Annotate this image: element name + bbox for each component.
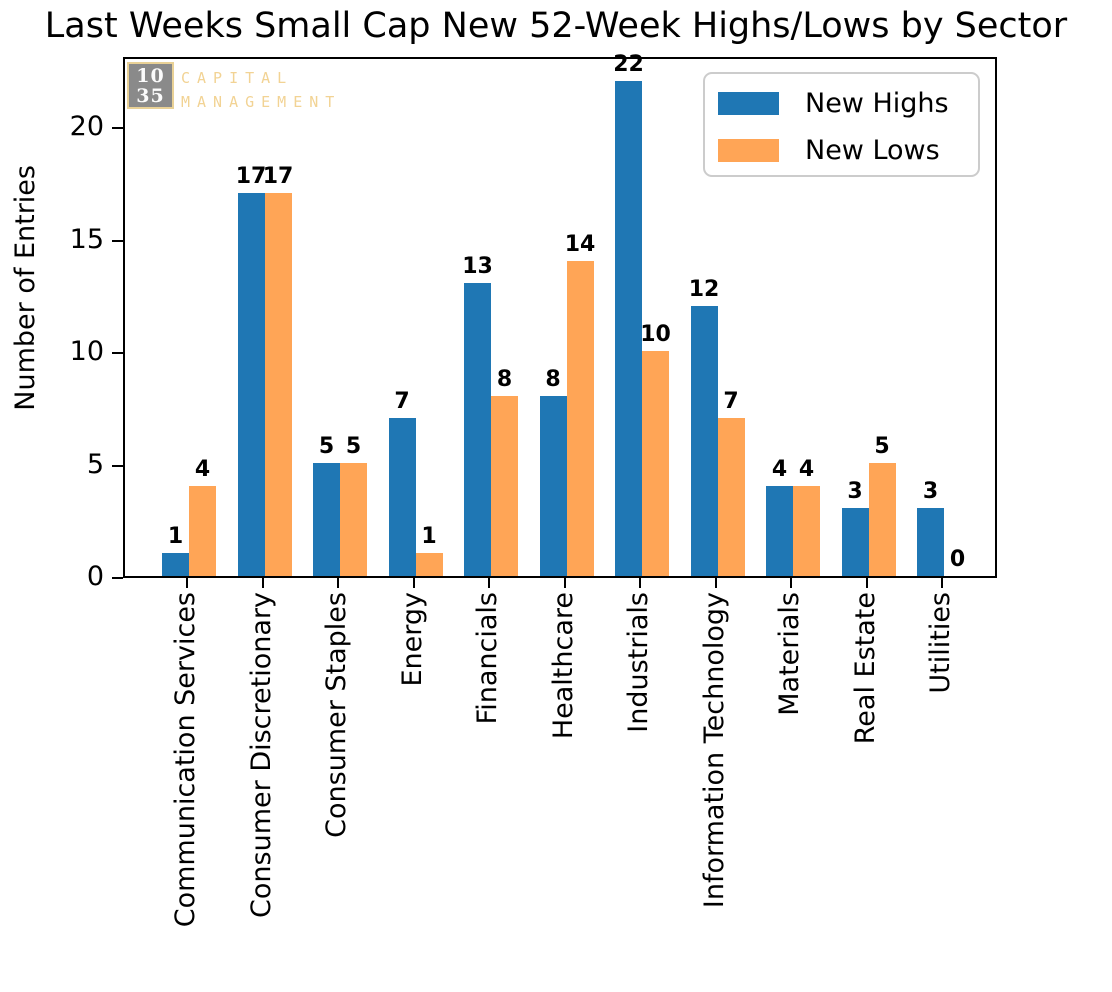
bar-value-label: 14 [564, 232, 596, 257]
bar-value-label: 5 [874, 434, 890, 459]
bar-new-lows-communication-services [189, 486, 216, 576]
legend: New Highs New Lows [703, 72, 980, 177]
bar-value-label: 12 [688, 277, 720, 302]
bar-new-lows-industrials [642, 351, 669, 576]
bar-value-label: 1 [167, 524, 184, 549]
x-tick-mark [337, 578, 339, 588]
legend-label: New Highs [805, 88, 949, 119]
x-tick-label: Materials [774, 592, 805, 716]
legend-item-new-highs: New Highs [718, 88, 949, 119]
logo-word-capital: CAPITAL [181, 69, 294, 87]
x-tick-label: Communication Services [170, 592, 201, 928]
x-tick-label: Consumer Staples [321, 592, 352, 838]
x-tick-label: Consumer Discretionary [245, 592, 277, 918]
x-tick-mark [865, 578, 868, 588]
bar-value-label: 13 [462, 254, 493, 279]
y-tick-label: 15 [69, 223, 104, 255]
logo-1035-capital-management: 10 35 CAPITAL MANAGEMENT [127, 62, 341, 114]
logo-word-management: MANAGEMENT [181, 93, 342, 111]
y-tick-mark [112, 239, 123, 242]
bar-new-lows-healthcare [566, 261, 594, 576]
legend-item-new-lows: New Lows [718, 135, 940, 166]
x-tick-label: Utilities [925, 592, 956, 694]
bar-value-label: 1 [421, 524, 437, 549]
x-tick-mark [941, 578, 943, 588]
y-tick-label: 0 [86, 561, 104, 592]
legend-label: New Lows [805, 135, 940, 166]
x-tick-label: Real Estate [849, 592, 881, 745]
bar-value-label: 8 [545, 367, 561, 392]
bar-new-highs-real-estate [841, 508, 869, 576]
bar-value-label: 4 [798, 457, 815, 482]
y-tick-mark [112, 577, 123, 579]
bar-value-label: 7 [394, 389, 410, 414]
bar-new-highs-healthcare [539, 396, 567, 576]
bar-value-label: 3 [922, 479, 939, 504]
bar-value-label: 5 [318, 434, 335, 459]
bar-new-lows-real-estate [868, 463, 896, 576]
y-tick-mark [112, 127, 123, 129]
bar-value-label: 4 [771, 457, 788, 482]
bar-value-label: 7 [723, 389, 739, 414]
bar-value-label: 5 [345, 434, 362, 459]
x-tick-label: Energy [396, 592, 428, 687]
bar-new-highs-consumer-staples [313, 463, 340, 576]
bar-value-label: 17 [235, 164, 267, 189]
bar-new-lows-materials [793, 486, 820, 576]
bar-new-highs-materials [766, 486, 793, 576]
bar-new-highs-communication-services [162, 553, 189, 576]
y-tick-mark [112, 464, 123, 467]
bar-new-highs-utilities [917, 508, 944, 576]
logo-number-bottom: 35 [136, 84, 165, 107]
x-tick-label: Information Technology [698, 592, 730, 909]
logo-wordmark: CAPITAL MANAGEMENT [181, 62, 341, 114]
y-tick-label: 20 [69, 111, 104, 142]
bar-value-label: 17 [262, 164, 294, 189]
plot-area: 1 4 17 17 5 5 7 1 13 8 8 14 22 10 12 7 4 4 3 5 3 0 [123, 53, 997, 578]
bar-value-label: 8 [496, 367, 513, 392]
x-tick-label: Industrials [623, 592, 654, 733]
new-highs-swatch [718, 92, 779, 115]
x-tick-mark [563, 578, 566, 588]
bar-new-highs-information-technology [690, 306, 718, 576]
x-tick-mark [488, 578, 490, 588]
bar-value-label: 3 [847, 479, 863, 504]
bar-new-highs-industrials [615, 81, 642, 576]
logo-number-top: 10 [136, 64, 165, 87]
y-tick-label: 10 [69, 336, 104, 367]
x-tick-mark [261, 578, 264, 588]
bar-new-lows-consumer-staples [340, 463, 367, 576]
bar-new-lows-energy [415, 553, 443, 576]
bar-value-label: 10 [640, 322, 671, 347]
bar-new-highs-energy [388, 418, 416, 576]
bar-new-highs-financials [464, 283, 491, 576]
x-tick-mark [186, 578, 188, 588]
logo-box: 10 35 [127, 62, 174, 109]
bar-new-highs-consumer-discretionary [237, 193, 265, 576]
x-tick-label: Financials [472, 592, 503, 725]
new-lows-swatch [718, 139, 779, 162]
bar-new-lows-consumer-discretionary [264, 193, 292, 576]
bar-value-label: 4 [194, 457, 211, 482]
y-axis-label: Number of Entries [10, 165, 41, 411]
bar-value-label: 22 [613, 52, 644, 77]
x-tick-mark [790, 578, 792, 588]
bar-value-label: 0 [949, 547, 966, 572]
x-tick-mark [412, 578, 415, 588]
x-tick-mark [714, 578, 717, 588]
chart-title: Last Weeks Small Cap New 52-Week Highs/L… [44, 6, 1068, 46]
y-tick-mark [112, 352, 123, 354]
x-tick-mark [639, 578, 641, 588]
x-tick-label: Healthcare [547, 592, 579, 740]
bar-new-lows-financials [491, 396, 518, 576]
bar-new-lows-information-technology [717, 418, 745, 576]
y-tick-label: 5 [86, 448, 104, 480]
